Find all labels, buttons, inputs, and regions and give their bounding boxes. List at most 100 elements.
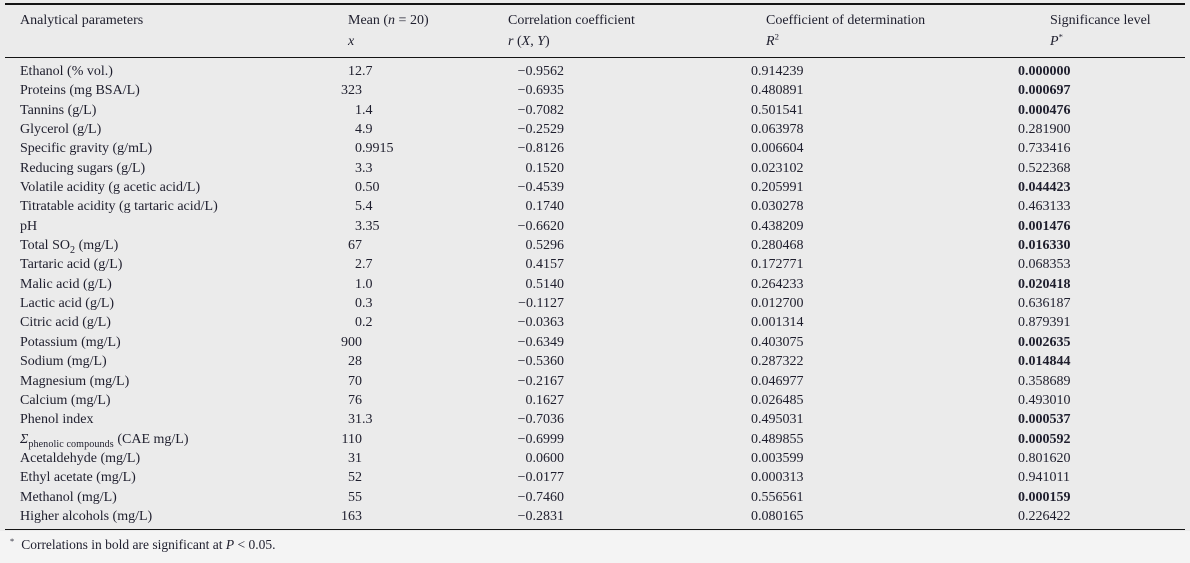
correlation-cell: −0.6935 bbox=[517, 83, 564, 99]
mean-cell: 3.35 bbox=[355, 218, 380, 234]
determination-cell: 0.556561 bbox=[751, 489, 804, 505]
parameter-cell: Proteins (mg BSA/L) bbox=[20, 83, 140, 99]
significance-cell: 0.801620 bbox=[1018, 450, 1071, 466]
determination-cell: 0.914239 bbox=[751, 64, 804, 79]
correlation-cell: −0.9562 bbox=[517, 64, 564, 79]
determination-cell: 0.023102 bbox=[751, 160, 804, 176]
significance-cell: 0.002635 bbox=[1018, 334, 1071, 350]
mean-cell: 12.7 bbox=[348, 64, 373, 79]
table-row: Lactic acid (g/L) 0.3 −0.1127 0.012700 0.636… bbox=[0, 294, 1190, 313]
parameter-cell: Phenol index bbox=[20, 412, 94, 428]
mean-cell: 28 bbox=[348, 354, 362, 370]
determination-cell: 0.438209 bbox=[751, 218, 804, 234]
table-bottom-rule bbox=[5, 528, 1185, 531]
table-row: Volatile acidity (g acetic acid/L) 0.50 −0… bbox=[0, 178, 1190, 197]
correlation-cell: −0.2167 bbox=[517, 373, 564, 389]
table-footnote: * Correlations in bold are significant at… bbox=[10, 536, 276, 552]
mean-cell: 0.9915 bbox=[355, 141, 394, 157]
determination-cell: 0.480891 bbox=[751, 83, 804, 99]
mean-cell: 110 bbox=[341, 431, 362, 447]
correlation-cell: 0.5140 bbox=[525, 276, 565, 292]
mean-cell: 3.3 bbox=[355, 160, 373, 176]
parameter-cell: Citric acid (g/L) bbox=[20, 315, 111, 331]
significance-cell: 0.020418 bbox=[1018, 276, 1071, 292]
significance-cell: 0.014844 bbox=[1018, 354, 1071, 370]
significance-cell: 0.001476 bbox=[1018, 218, 1071, 234]
determination-cell: 0.205991 bbox=[751, 180, 804, 196]
parameter-cell: Total SO2 (mg/L) bbox=[20, 238, 119, 256]
significance-cell: 0.636187 bbox=[1018, 296, 1071, 312]
significance-cell: 0.000159 bbox=[1018, 489, 1071, 505]
determination-cell: 0.287322 bbox=[751, 354, 804, 370]
table-body: Ethanol (% vol.) 12.7 −0.9562 0.914239 0.000… bbox=[0, 62, 1190, 526]
mean-cell: 55 bbox=[348, 489, 362, 505]
parameter-cell: Glycerol (g/L) bbox=[20, 122, 102, 138]
correlation-cell: 0.1740 bbox=[525, 199, 565, 215]
correlation-cell: 0.1520 bbox=[525, 160, 565, 176]
correlation-cell: −0.2831 bbox=[517, 508, 564, 524]
correlation-cell: −0.7082 bbox=[517, 102, 564, 118]
table-row: Citric acid (g/L) 0.2 −0.0363 0.001314 0.879… bbox=[0, 313, 1190, 332]
parameter-cell: Malic acid (g/L) bbox=[20, 276, 112, 292]
parameter-cell: Methanol (mg/L) bbox=[20, 489, 117, 505]
mean-cell: 0.3 bbox=[355, 296, 373, 312]
significance-cell: 0.733416 bbox=[1018, 141, 1071, 157]
column-header-1: Mean (n = 20) x bbox=[348, 13, 429, 49]
correlation-cell: −0.6349 bbox=[517, 334, 564, 350]
mean-cell: 1.4 bbox=[355, 102, 373, 118]
table-row: Tannins (g/L) 1.4 −0.7082 0.501541 0.000476 bbox=[0, 101, 1190, 120]
significance-cell: 0.000476 bbox=[1018, 102, 1071, 118]
parameter-cell: Acetaldehyde (mg/L) bbox=[20, 450, 141, 466]
parameter-cell: Volatile acidity (g acetic acid/L) bbox=[20, 180, 201, 196]
correlation-cell: −0.4539 bbox=[517, 180, 564, 196]
parameter-cell: Ethyl acetate (mg/L) bbox=[20, 470, 136, 486]
table-row: Σphenolic compounds (CAE mg/L) 110 −0.6999… bbox=[0, 430, 1190, 449]
determination-cell: 0.063978 bbox=[751, 122, 804, 138]
mean-cell: 0.2 bbox=[355, 315, 373, 331]
significance-cell: 0.000592 bbox=[1018, 431, 1071, 447]
table-row: Calcium (mg/L) 76 0.1627 0.026485 0.493010 bbox=[0, 391, 1190, 410]
determination-cell: 0.403075 bbox=[751, 334, 804, 350]
significance-cell: 0.016330 bbox=[1018, 238, 1071, 254]
table-row: Total SO2 (mg/L) 67 0.5296 0.280468 0.016330 bbox=[0, 236, 1190, 255]
parameter-cell: Specific gravity (g/mL) bbox=[20, 141, 153, 157]
table-header-rule bbox=[5, 56, 1185, 59]
determination-cell: 0.026485 bbox=[751, 392, 804, 408]
table-header-row: Analytical parameters Mean (n = 20) x Corre… bbox=[0, 10, 1190, 56]
parameter-cell: Magnesium (mg/L) bbox=[20, 373, 130, 389]
correlation-cell: −0.1127 bbox=[518, 296, 564, 312]
correlation-cell: −0.7036 bbox=[517, 412, 564, 428]
parameter-cell: pH bbox=[20, 218, 38, 234]
determination-cell: 0.001314 bbox=[751, 315, 804, 331]
correlation-cell: −0.0177 bbox=[517, 470, 564, 486]
significance-cell: 0.000000 bbox=[1018, 64, 1071, 79]
table-row: Methanol (mg/L) 55 −0.7460 0.556561 0.000159 bbox=[0, 488, 1190, 507]
parameter-cell: Sodium (mg/L) bbox=[20, 354, 107, 370]
determination-cell: 0.495031 bbox=[751, 412, 804, 428]
correlation-cell: 0.5296 bbox=[525, 238, 565, 254]
parameter-cell: Tartaric acid (g/L) bbox=[20, 257, 123, 273]
parameter-cell: Lactic acid (g/L) bbox=[20, 296, 115, 312]
determination-cell: 0.080165 bbox=[751, 508, 804, 524]
determination-cell: 0.030278 bbox=[751, 199, 804, 215]
correlation-cell: −0.6620 bbox=[517, 218, 564, 234]
correlation-cell: −0.7460 bbox=[517, 489, 564, 505]
table-row: Titratable acidity (g tartaric acid/L) 5.… bbox=[0, 197, 1190, 216]
correlation-cell: −0.6999 bbox=[517, 431, 564, 447]
determination-cell: 0.012700 bbox=[751, 296, 804, 312]
table-row: Proteins (mg BSA/L) 323 −0.6935 0.480891 0.0… bbox=[0, 81, 1190, 100]
determination-cell: 0.264233 bbox=[751, 276, 804, 292]
table-row: Specific gravity (g/mL) 0.9915 −0.8126 0.00… bbox=[0, 139, 1190, 158]
significance-cell: 0.522368 bbox=[1018, 160, 1071, 176]
significance-cell: 0.281900 bbox=[1018, 122, 1071, 138]
significance-cell: 0.941011 bbox=[1018, 470, 1070, 486]
table-row: Malic acid (g/L) 1.0 0.5140 0.264233 0.02041… bbox=[0, 275, 1190, 294]
determination-cell: 0.172771 bbox=[751, 257, 804, 273]
mean-cell: 76 bbox=[348, 392, 362, 408]
significance-cell: 0.493010 bbox=[1018, 392, 1071, 408]
significance-cell: 0.000697 bbox=[1018, 83, 1071, 99]
parameter-cell: Higher alcohols (mg/L) bbox=[20, 508, 153, 524]
column-header-4: Significance level P* bbox=[1050, 13, 1151, 49]
mean-cell: 70 bbox=[348, 373, 362, 389]
